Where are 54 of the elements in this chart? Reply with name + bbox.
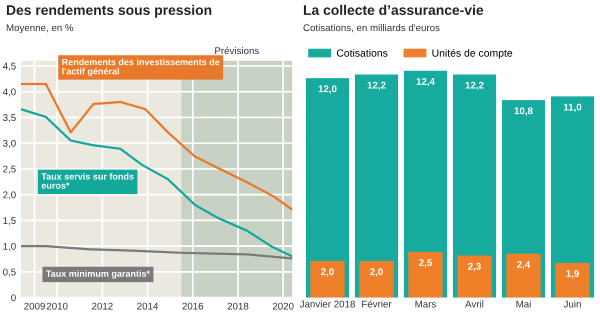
chart-subtitle: Moyenne, en % (6, 24, 74, 34)
x-tick-label: 2014 (137, 302, 158, 310)
data-label: 12,4 (416, 78, 435, 86)
chart-title: Des rendements sous pression (6, 4, 212, 18)
x-tick-label: Mai (516, 300, 531, 308)
data-label: 10,8 (514, 107, 533, 116)
data-label: 2,3 (468, 262, 481, 272)
band-label: Prévisions (215, 46, 259, 54)
y-tick-label: 2,5 (3, 166, 16, 174)
data-label: 1,9 (566, 270, 579, 278)
x-tick-label: 2010 (46, 302, 68, 310)
data-label: 12,2 (466, 82, 484, 90)
text: Taux minimum garantis* (46, 270, 150, 279)
data-label: 2,0 (321, 268, 334, 277)
y-tick-label: 0,5 (3, 268, 16, 277)
x-tick-label: 2018 (228, 302, 248, 310)
bar (310, 261, 345, 298)
y-tick-label: 4,0 (2, 88, 16, 96)
x-tick-label: 2009 (24, 302, 45, 310)
x-tick-label: Février (362, 300, 392, 308)
bar (359, 261, 394, 298)
x-tick-label: Avril (465, 300, 484, 308)
bar (457, 256, 492, 298)
x-tick-label: 2012 (92, 302, 113, 310)
chart-title: La collecte d’assurance-vie (304, 4, 484, 15)
y-tick-label: 2,0 (3, 191, 16, 200)
data-label: 2,0 (370, 268, 383, 277)
y-tick-label: 4,5 (2, 62, 16, 71)
chart-subtitle: Cotisations, en milliards d'euros (303, 24, 440, 32)
y-tick-label: 1,5 (3, 217, 16, 226)
y-tick-label: 3,5 (2, 114, 16, 122)
y-tick-label: 1,0 (3, 242, 16, 251)
y-tick-label: 0 (11, 294, 16, 302)
legend-label: Cotisations (336, 49, 388, 57)
bar (408, 252, 443, 298)
line-series (21, 245, 292, 260)
line-series (21, 108, 292, 258)
data-label: 11,0 (564, 104, 582, 112)
x-tick-label: Janvier 2018 (300, 300, 355, 308)
line-series (21, 82, 292, 211)
bar (555, 262, 590, 298)
x-tick-label: Mars (415, 300, 436, 308)
x-tick-label: 2016 (182, 302, 204, 310)
bar (506, 254, 541, 298)
data-label: 2,5 (419, 259, 432, 268)
x-tick-label: Juin (564, 300, 581, 308)
y-tick-label: 3,0 (2, 140, 16, 148)
x-tick-label: 2020 (272, 302, 294, 310)
data-label: 2,4 (517, 260, 530, 270)
data-label: 12,0 (318, 85, 337, 94)
series-label: Taux servis sur fonds euros* (41, 173, 134, 189)
text: Rendements des investissements de l'actif général (62, 58, 220, 76)
data-label: 12,2 (368, 82, 386, 90)
legend-label: Unités de compte (432, 48, 512, 59)
